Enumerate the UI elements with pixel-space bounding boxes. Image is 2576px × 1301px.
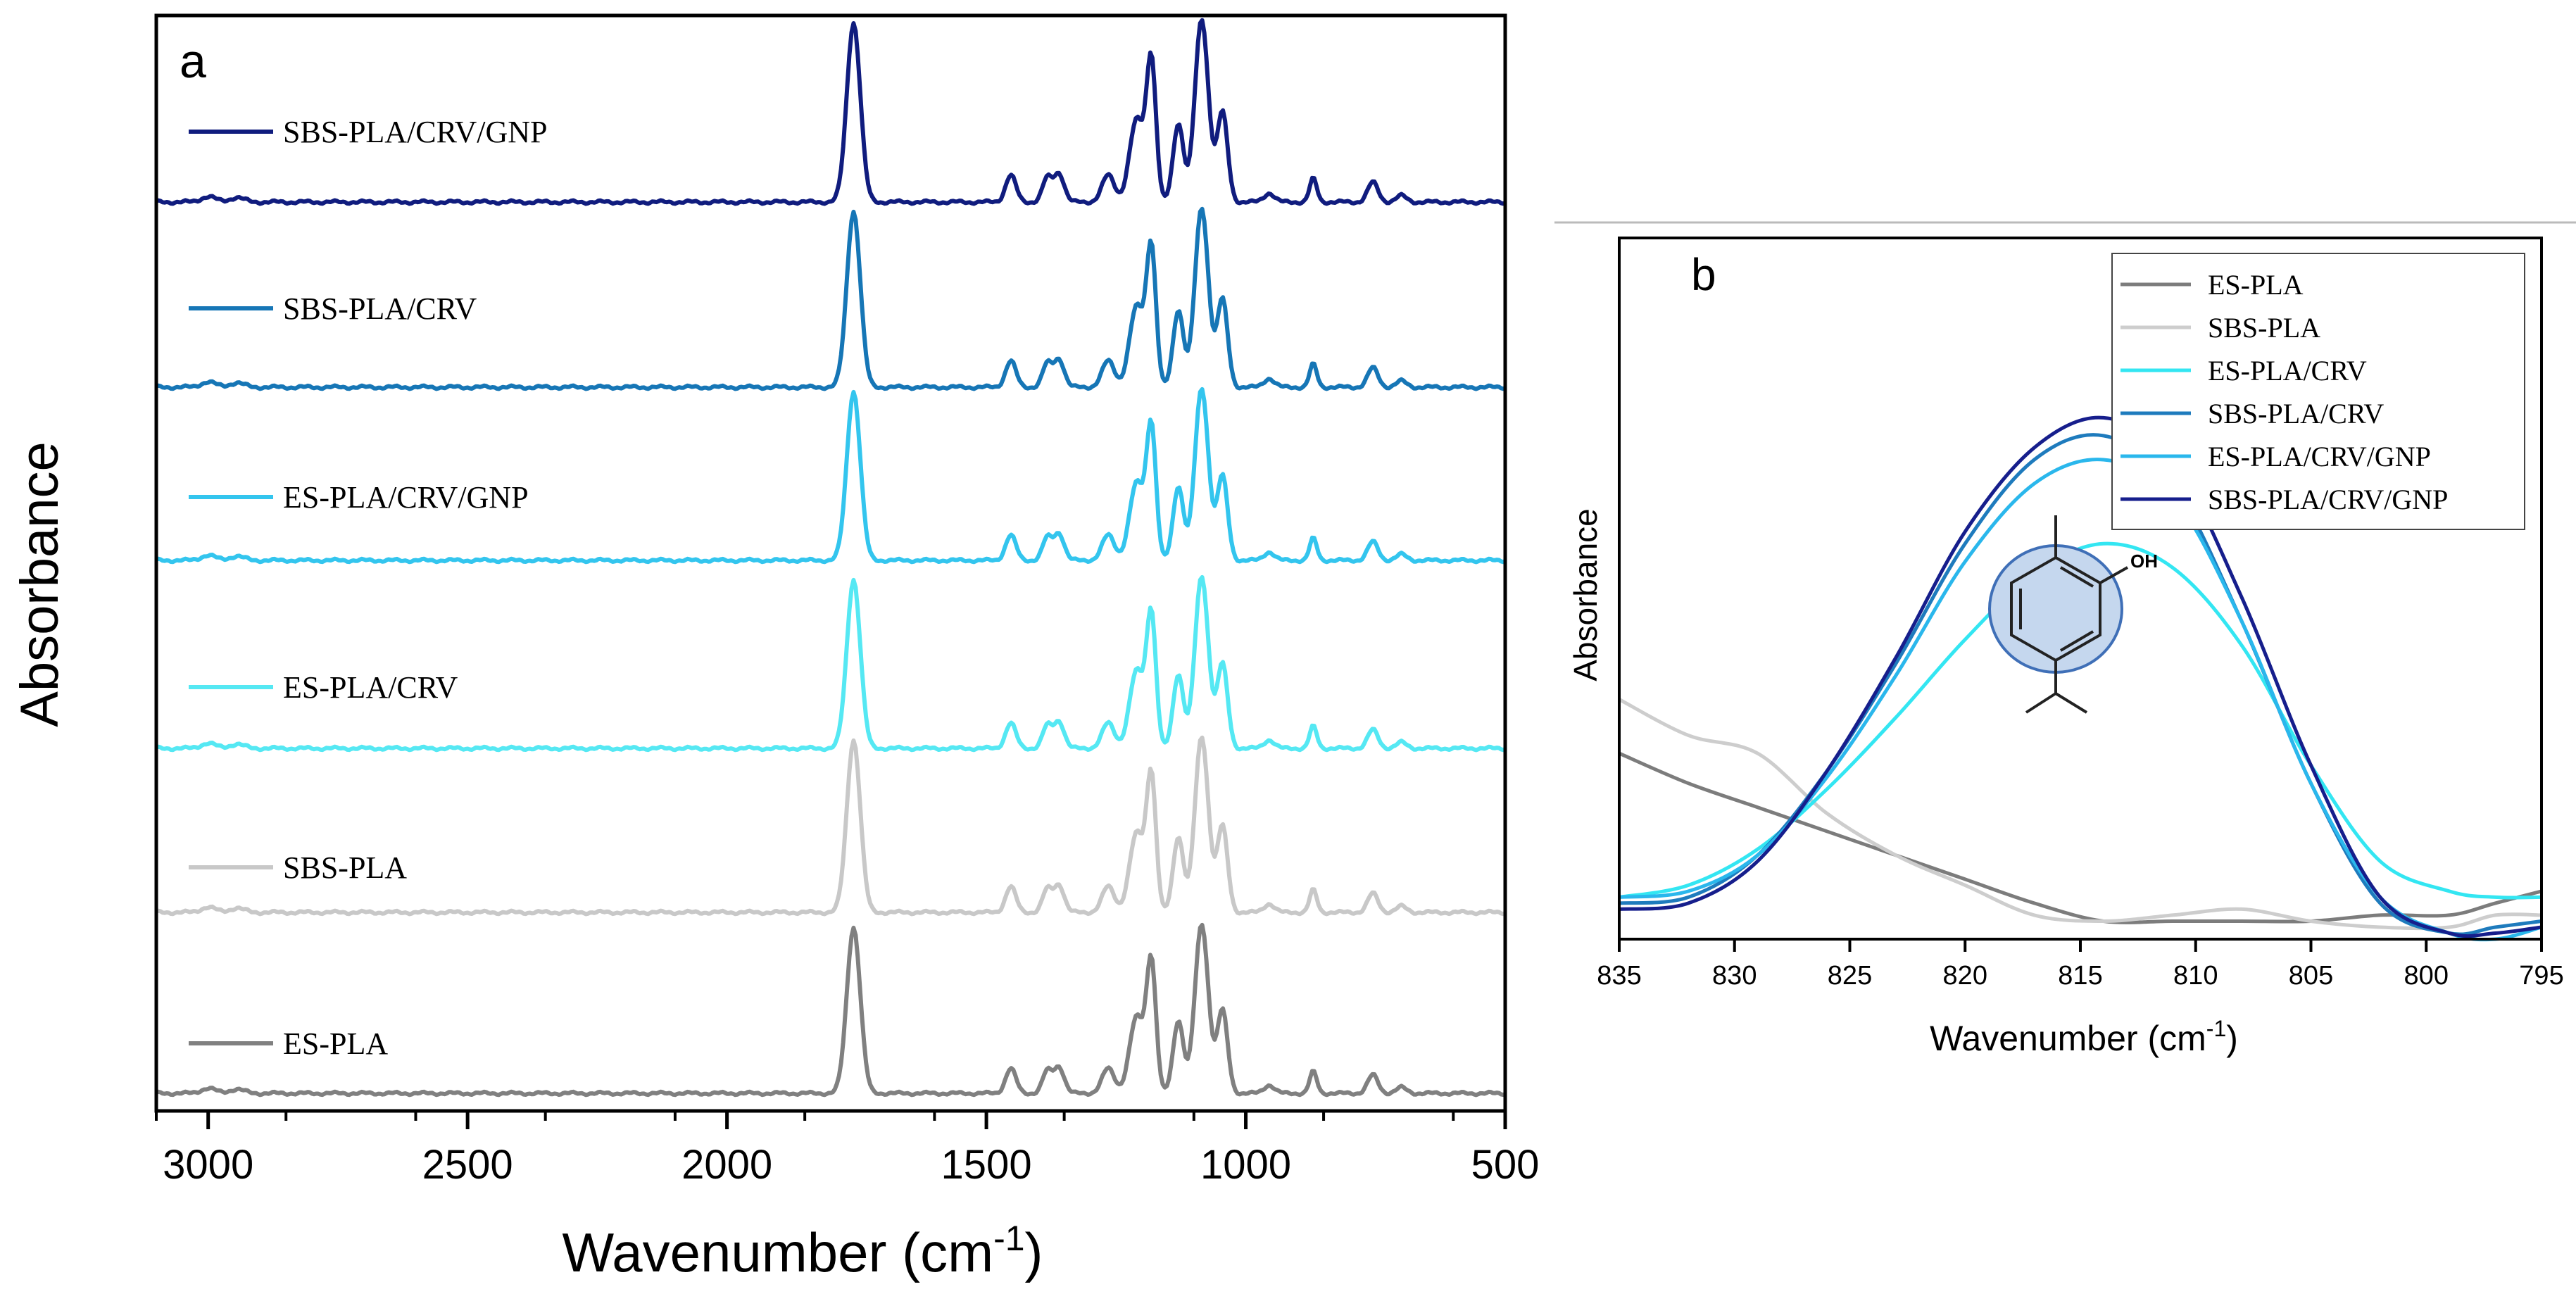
panel-a-legend-label-ES-PLA/CRV: ES-PLA/CRV [283, 670, 458, 705]
panel-a-x-tick-label-2000: 2000 [681, 1142, 772, 1188]
panel-a-series-SBS-PLA/CRV/GNP [155, 18, 1507, 206]
panel-a-series-ES-PLA [155, 922, 1506, 1098]
panel-a-legend-label-ES-PLA/CRV/GNP: ES-PLA/CRV/GNP [283, 480, 529, 515]
panel-b-legend-label-ES-PLA: ES-PLA [2208, 269, 2304, 301]
panel-a-legend-label-ES-PLA: ES-PLA [283, 1026, 388, 1061]
panel-b-series-SBS-PLA/CRV/GNP [1619, 415, 2542, 938]
panel-a-x-axis-title: Wavenumber (cm-1) [562, 1219, 1043, 1283]
panel-a-series-SBS-PLA [155, 735, 1507, 917]
panel-b-legend-label-ES-PLA/CRV/GNP: ES-PLA/CRV/GNP [2208, 441, 2431, 472]
panel-b-legend-label-SBS-PLA/CRV: SBS-PLA/CRV [2208, 398, 2384, 429]
panel-b-x-tick-label-805: 805 [2289, 961, 2333, 991]
panel-b-x-tick-label-815: 815 [2058, 961, 2102, 991]
molecule-highlight-circle [1988, 544, 2123, 674]
isopropyl-branch-left [2025, 692, 2057, 714]
panel-b-x-tick-label-810: 810 [2173, 961, 2218, 991]
panel-b-x-tick-label-830: 830 [1712, 961, 1757, 991]
panel-b-x-tick-label-800: 800 [2404, 961, 2449, 991]
panel-a-series-ES-PLA/CRV [155, 574, 1507, 753]
panel-a-legend: SBS-PLA/CRV/GNP SBS-PLA/CRV ES-PLA/CRV/GNP… [189, 115, 547, 1061]
panel-b-x-axis-title: Wavenumber (cm-1) [1930, 1016, 2238, 1058]
panel-b-y-axis-title: Absorbance [1567, 508, 1604, 681]
panel-b-label: b [1691, 249, 1716, 300]
panel-b-legend-box [2111, 253, 2525, 530]
panel-b: 835 830 825 820 815 810 805 800 795 b Wavenumber… [1567, 237, 2564, 1058]
panel-b-legend-label-SBS-PLA/CRV/GNP: SBS-PLA/CRV/GNP [2208, 484, 2448, 515]
panel-a-series-SBS-PLA/CRV [155, 206, 1506, 391]
hydroxyl-label: OH [2130, 551, 2158, 572]
carvacrol-structure: OH [1988, 515, 2158, 714]
panel-a-x-tick-label-500: 500 [1471, 1142, 1540, 1188]
ring-double-bond-3 [2059, 630, 2094, 652]
panel-b-x-tick-label-825: 825 [1828, 961, 1872, 991]
panel-b-traces [1618, 415, 2542, 942]
panel-a-legend-label-SBS-PLA: SBS-PLA [283, 850, 407, 885]
panel-a-legend-label-SBS-PLA/CRV/GNP: SBS-PLA/CRV/GNP [283, 115, 547, 149]
panel-a-x-tick-label-2500: 2500 [422, 1142, 513, 1188]
panel-b-x-tick-label-820: 820 [1943, 961, 1987, 991]
isopropyl-branch-right [2054, 692, 2088, 714]
panel-b-legend-label-SBS-PLA: SBS-PLA [2208, 312, 2320, 344]
panel-a-series-ES-PLA/CRV/GNP [155, 386, 1507, 565]
panel-b-x-axis: 835 830 825 820 815 810 805 800 795 [1597, 939, 2564, 991]
hydroxyl-bond [2099, 566, 2128, 584]
panel-b-series-SBS-PLA/CRV [1619, 433, 2542, 936]
panel-a-label: a [180, 34, 206, 88]
ring-double-bond-2 [2059, 566, 2094, 588]
panel-a-y-axis-title: Absorbance [10, 441, 70, 727]
panel-b-legend-label-ES-PLA/CRV: ES-PLA/CRV [2208, 355, 2367, 386]
panel-a-x-tick-label-3000: 3000 [163, 1142, 253, 1188]
panel-b-x-tick-label-795: 795 [2519, 961, 2563, 991]
panel-b-legend: ES-PLA SBS-PLA ES-PLA/CRV SBS-PLA/CRV ES-PLA… [2111, 253, 2525, 530]
panel-a-frame [154, 13, 1507, 1113]
panel-a-x-tick-label-1500: 1500 [941, 1142, 1032, 1188]
panel-b-x-tick-label-835: 835 [1597, 961, 1641, 991]
panel-a-traces [155, 18, 1507, 1098]
panel-a-x-tick-label-1000: 1000 [1200, 1142, 1291, 1188]
panel-b-series-SBS-PLA [1618, 698, 2542, 931]
panel-b-series-ES-PLA [1619, 751, 2542, 924]
panel-a-x-axis: 3000 2500 2000 1500 1000 500 [155, 1111, 1540, 1188]
panel-a-legend-label-SBS-PLA/CRV: SBS-PLA/CRV [283, 291, 477, 326]
panel-a: SBS-PLA/CRV/GNP SBS-PLA/CRV ES-PLA/CRV/GNP… [10, 13, 1540, 1283]
